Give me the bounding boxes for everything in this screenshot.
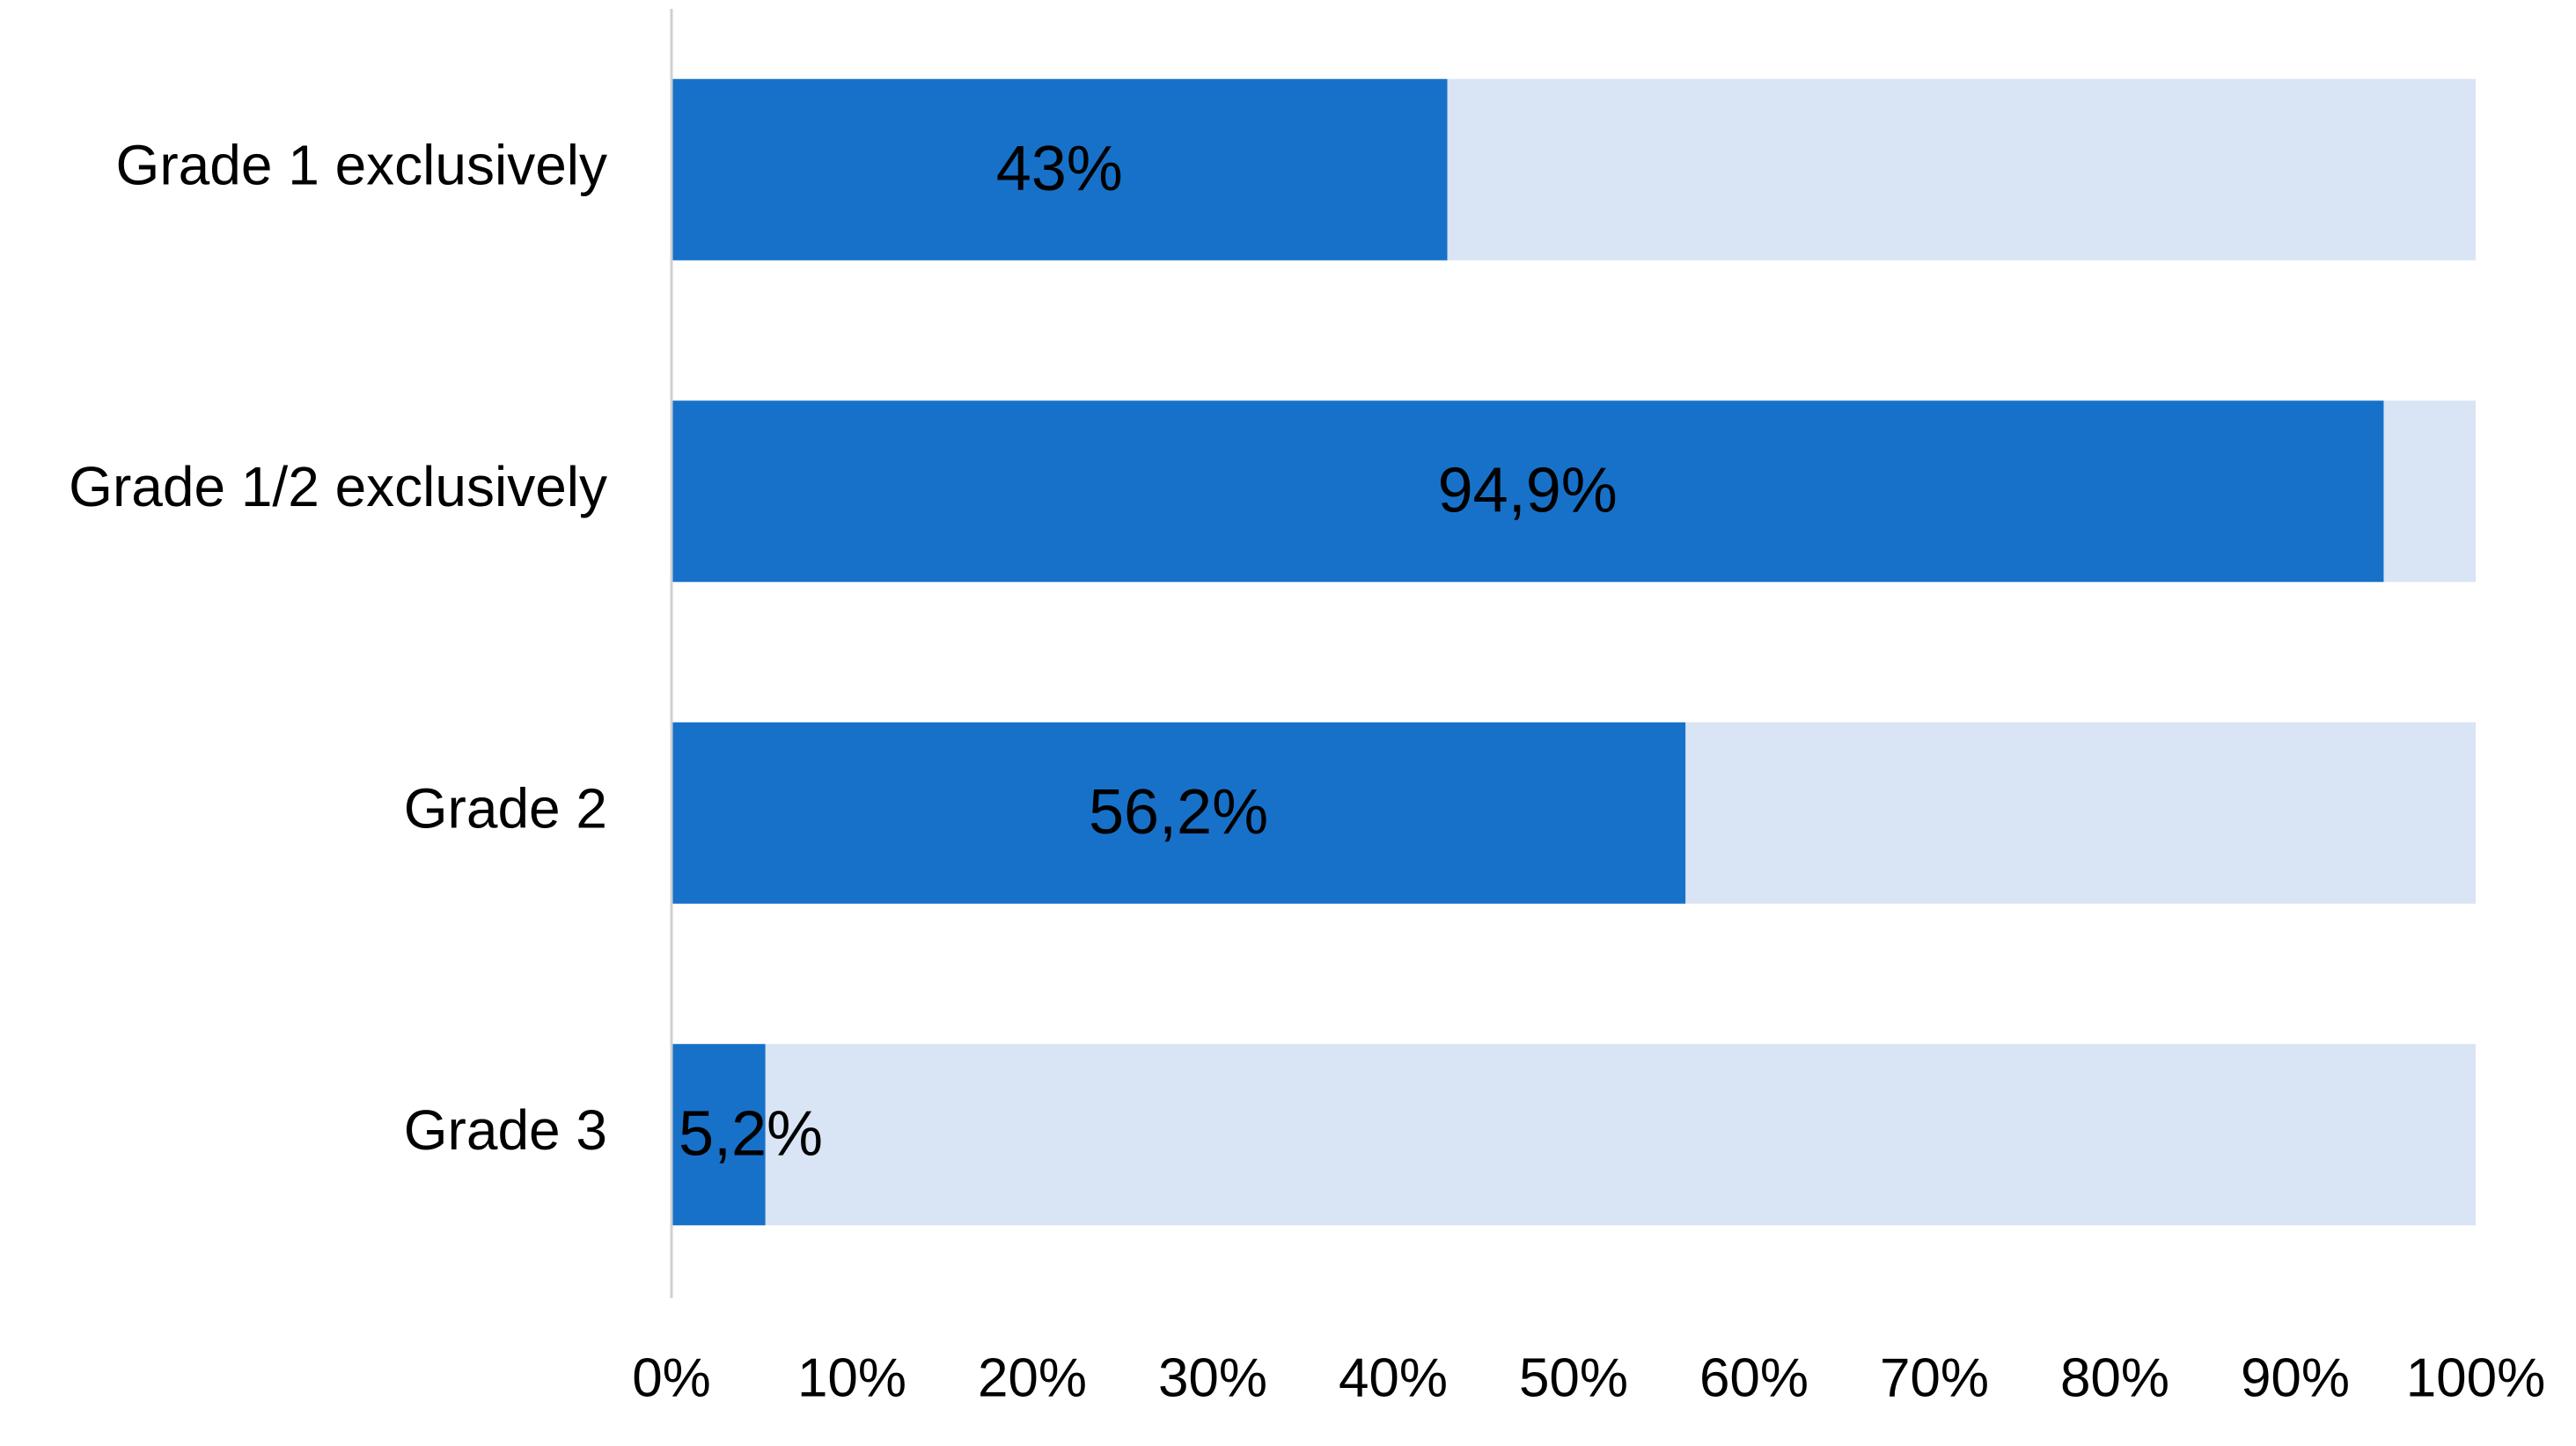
x-tick-label: 30% [1158,1347,1267,1408]
bar [672,78,1448,261]
data-label: 43% [996,134,1123,204]
x-tick-label: 70% [1880,1347,1989,1408]
y-tick-label: Grade 1 exclusively [116,134,607,197]
bar [672,722,1686,904]
x-tick-label: 20% [978,1347,1087,1408]
y-tick-label: Grade 3 [404,1098,607,1162]
x-tick-label: 100% [2406,1347,2546,1408]
data-label: 56,2% [1089,777,1268,848]
x-tick-label: 50% [1519,1347,1628,1408]
y-tick-label: Grade 1/2 exclusively [69,455,607,518]
data-label: 5,2% [679,1098,823,1169]
x-tick-label: 90% [2241,1347,2350,1408]
x-tick-label: 40% [1339,1347,1448,1408]
x-tick-label: 80% [2060,1347,2169,1408]
bar [672,400,2384,583]
x-tick-label: 0% [632,1347,711,1408]
x-tick-label: 60% [1699,1347,1809,1408]
x-tick-label: 10% [797,1347,906,1408]
bar-track [672,1044,2476,1226]
data-label: 94,9% [1438,455,1618,525]
bar [672,1044,766,1226]
y-tick-label: Grade 2 [404,777,607,840]
